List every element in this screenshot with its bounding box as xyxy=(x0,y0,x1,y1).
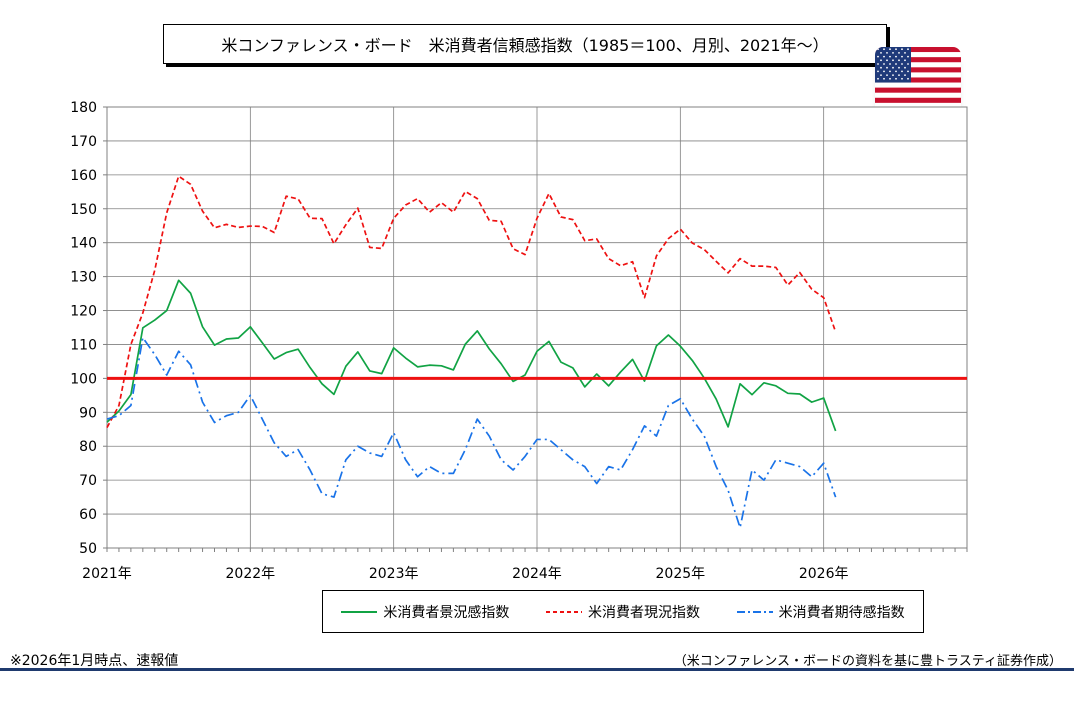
y-tick-label: 180 xyxy=(70,100,97,116)
y-tick-label: 150 xyxy=(70,202,97,218)
y-tick-label: 130 xyxy=(70,270,97,286)
x-tick-label: 2022年 xyxy=(226,566,276,582)
x-tick-label: 2023年 xyxy=(369,566,419,582)
legend-swatch-business xyxy=(341,610,378,613)
y-tick-label: 80 xyxy=(79,439,97,455)
y-tick-label: 100 xyxy=(70,371,97,387)
x-tick-label: 2024年 xyxy=(512,566,562,582)
y-tick-label: 160 xyxy=(70,168,97,184)
legend-item-expectation: 米消費者期待感指数 xyxy=(736,602,905,622)
x-tick-label: 2021年 xyxy=(82,566,132,582)
x-tick-label: 2025年 xyxy=(656,566,706,582)
legend-label-present: 米消費者現況指数 xyxy=(587,604,700,621)
line-chart: 50 60 70 80 90 100 110 120 130 140 150 160 170 180 202… xyxy=(70,100,968,582)
bottom-divider xyxy=(0,668,1074,671)
y-tick-label: 120 xyxy=(70,304,97,320)
y-tick-label: 70 xyxy=(79,473,97,489)
series-line-2 xyxy=(106,336,837,529)
legend-item-business: 米消費者景況感指数 xyxy=(341,602,509,622)
y-tick-label: 60 xyxy=(79,507,97,523)
y-tick-label: 50 xyxy=(79,541,97,557)
chart-legend: 米消費者景況感指数 米消費者現況指数 米消費者期待感指数 xyxy=(322,590,924,633)
chart-title: 米コンファレンス・ボード 米消費者信頼感指数（1985＝100、月別、2021年… xyxy=(163,24,887,64)
footnote: ※2026年1月時点、速報値 xyxy=(10,653,179,669)
legend-item-present: 米消費者現況指数 xyxy=(545,602,700,622)
y-tick-label: 140 xyxy=(70,236,97,252)
y-tick-label: 170 xyxy=(70,134,97,150)
legend-swatch-present xyxy=(545,610,582,613)
legend-swatch-expectation xyxy=(736,610,773,613)
y-tick-label: 90 xyxy=(79,405,97,421)
legend-label-expectation: 米消費者期待感指数 xyxy=(778,604,905,621)
legend-label-business: 米消費者景況感指数 xyxy=(383,604,510,621)
source-note: （米コンファレンス・ボードの資料を基に豊トラスティ証券作成） xyxy=(673,654,1062,669)
x-tick-label: 2026年 xyxy=(799,566,849,582)
y-tick-label: 110 xyxy=(70,337,97,353)
series-line-0 xyxy=(106,279,837,432)
